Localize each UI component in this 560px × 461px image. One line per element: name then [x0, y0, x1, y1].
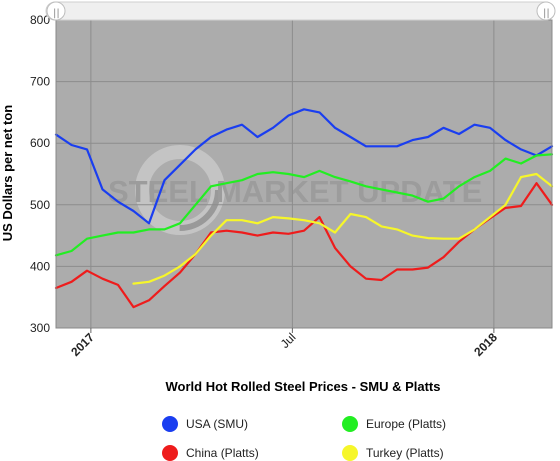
watermark-logo [135, 145, 225, 235]
series-line-usa-smu [54, 108, 554, 225]
x-tick-label: Jul [278, 330, 299, 351]
legend-item-usa-smu[interactable]: USA (SMU) [162, 416, 248, 432]
legend-label: Turkey (Platts) [366, 446, 444, 460]
range-track[interactable] [45, 1, 555, 21]
legend: USA (SMU) Europe (Platts) China (Platts) Tu… [162, 416, 446, 461]
legend-item-china-platts[interactable]: China (Platts) [162, 445, 259, 461]
legend-label: China (Platts) [186, 446, 259, 460]
legend-item-europe-platts[interactable]: Europe (Platts) [342, 416, 446, 432]
x-tick-label: 2017 [68, 330, 97, 359]
y-tick-label: 800 [30, 13, 50, 27]
chart-title: World Hot Rolled Steel Prices - SMU & Pl… [166, 379, 441, 394]
y-tick-label: 300 [30, 321, 50, 335]
range-handle-left[interactable] [46, 1, 66, 21]
series-line-europe-platts [54, 153, 554, 257]
legend-marker [342, 445, 358, 461]
range-scrollbar[interactable]: || || [45, 1, 556, 21]
y-tick-label: 700 [30, 75, 50, 89]
legend-label: Europe (Platts) [366, 417, 446, 431]
series-lines [54, 108, 554, 309]
y-tick-label: 400 [30, 259, 50, 273]
legend-marker [162, 445, 178, 461]
legend-marker [342, 416, 358, 432]
x-tick-label: 2018 [471, 330, 500, 359]
legend-item-turkey-platts[interactable]: Turkey (Platts) [342, 445, 444, 461]
range-handle-right-grip: || [543, 8, 550, 19]
legend-marker [162, 416, 178, 432]
y-axis-title: US Dollars per net ton [0, 105, 15, 242]
legend-label: USA (SMU) [186, 417, 248, 431]
watermark-text: STEEL MARKET UPDATE [108, 174, 482, 209]
series-line-turkey-platts [132, 172, 554, 285]
range-handle-left-grip: || [53, 8, 60, 19]
x-axis-ticks: 2017 Jul 2018 [68, 328, 500, 359]
y-axis-ticks: 300 400 500 600 700 800 [30, 13, 50, 335]
y-tick-label: 600 [30, 136, 50, 150]
y-tick-label: 500 [30, 198, 50, 212]
range-handle-right[interactable] [536, 1, 556, 21]
